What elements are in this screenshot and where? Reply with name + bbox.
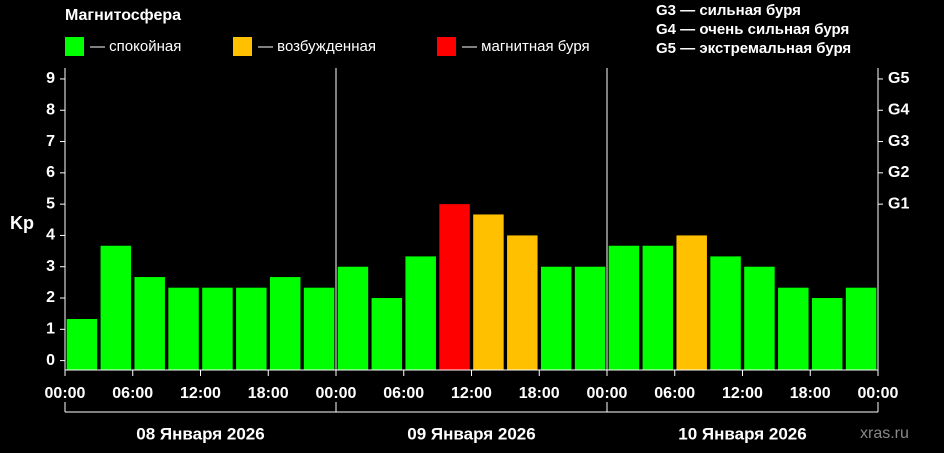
bar [676,235,707,370]
note: G3 — сильная буря [656,2,801,19]
bar [744,266,775,370]
bar [642,245,674,370]
bar [371,298,403,370]
legend-label: — возбужденная [258,38,376,55]
bar [269,277,301,370]
chart-title: Магнитосфера [65,7,181,24]
bar [66,318,98,370]
y2-tick-label: G2 [888,164,909,181]
y2-tick-label: G4 [888,101,909,118]
bar [778,287,809,370]
x-tick-label: 06:00 [383,385,424,402]
y-tick-label: 8 [46,101,55,118]
x-tick-label: 00:00 [316,385,357,402]
y2-tick-label: G3 [888,133,909,150]
x-tick-label: 06:00 [654,385,695,402]
bar [405,256,436,370]
x-tick-label: 00:00 [858,385,899,402]
legend-swatch [65,37,84,56]
x-tick-label: 18:00 [248,385,289,402]
legend-label: — магнитная буря [462,38,590,55]
y-tick-label: 4 [46,227,55,244]
y-tick-label: 6 [46,164,55,181]
bar [811,298,843,370]
bar [608,245,640,370]
y2-tick-label: G5 [888,70,909,87]
y-tick-label: 0 [46,352,55,369]
x-tick-label: 06:00 [112,385,153,402]
y-tick-label: 9 [46,70,55,87]
bar [507,235,538,370]
day-label: 10 Января 2026 [678,424,806,443]
legend-label: — спокойная [90,38,181,55]
y2-tick-label: G1 [888,195,909,212]
watermark: xras.ru [860,425,909,442]
y-tick-label: 5 [46,195,55,212]
note: G4 — очень сильная буря [656,21,849,38]
bar [303,287,335,370]
bar [574,266,606,370]
y-tick-label: 3 [46,258,55,275]
y-axis-label: Kp [10,213,34,233]
bar [473,214,504,370]
y-tick-label: 2 [46,289,55,306]
x-tick-label: 00:00 [587,385,628,402]
x-tick-label: 18:00 [519,385,560,402]
legend-swatch [437,37,456,56]
legend-swatch [233,37,252,56]
bar [202,287,233,370]
y-tick-label: 1 [46,321,55,338]
day-label: 08 Января 2026 [136,424,264,443]
bar [134,277,165,370]
bar [439,204,470,370]
day-label: 09 Января 2026 [407,424,535,443]
bar [845,287,877,370]
x-tick-label: 00:00 [45,385,86,402]
x-tick-label: 18:00 [790,385,831,402]
bar [540,266,572,370]
bar [710,256,741,370]
x-tick-label: 12:00 [180,385,221,402]
y-tick-label: 7 [46,133,55,150]
bar [337,266,369,370]
bar [236,287,267,370]
x-tick-label: 12:00 [722,385,763,402]
bar [100,245,132,370]
x-tick-label: 12:00 [451,385,492,402]
note: G5 — экстремальная буря [656,40,851,57]
bar [168,287,199,370]
